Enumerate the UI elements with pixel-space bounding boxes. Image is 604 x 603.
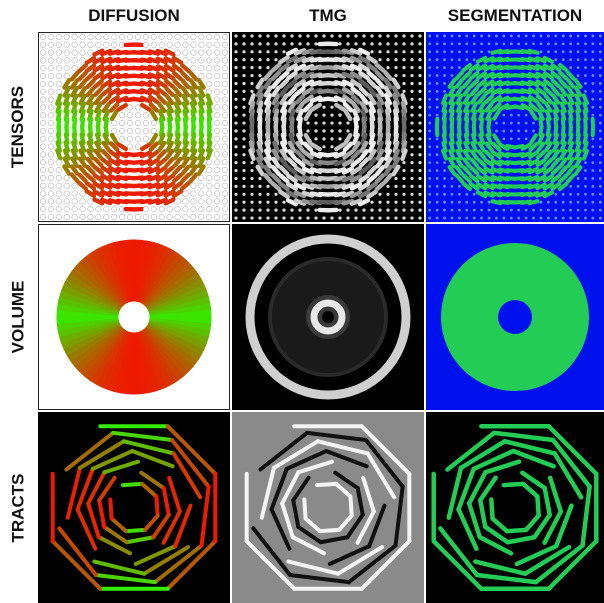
row-header-volume: VOLUME bbox=[8, 280, 28, 354]
panel-tmg-tracts bbox=[232, 412, 424, 603]
panel-tmg-tensors bbox=[232, 32, 424, 222]
panel-segmentation-tracts bbox=[426, 412, 604, 603]
panel-segmentation-tensors bbox=[426, 32, 604, 222]
row-header-tensors: TENSORS bbox=[8, 85, 27, 169]
column-header-tmg: TMG bbox=[309, 6, 347, 25]
panel-tmg-volume bbox=[232, 224, 424, 410]
row-header-tracts: TRACTS bbox=[8, 473, 28, 542]
column-header-diffusion: DIFFUSION bbox=[88, 6, 180, 25]
panel-diffusion-tracts bbox=[38, 412, 230, 603]
column-header-segmentation: SEGMENTATION bbox=[447, 6, 583, 25]
panel-diffusion-volume bbox=[38, 224, 230, 410]
panel-segmentation-volume bbox=[426, 224, 604, 410]
panel-diffusion-tensors bbox=[38, 32, 230, 222]
